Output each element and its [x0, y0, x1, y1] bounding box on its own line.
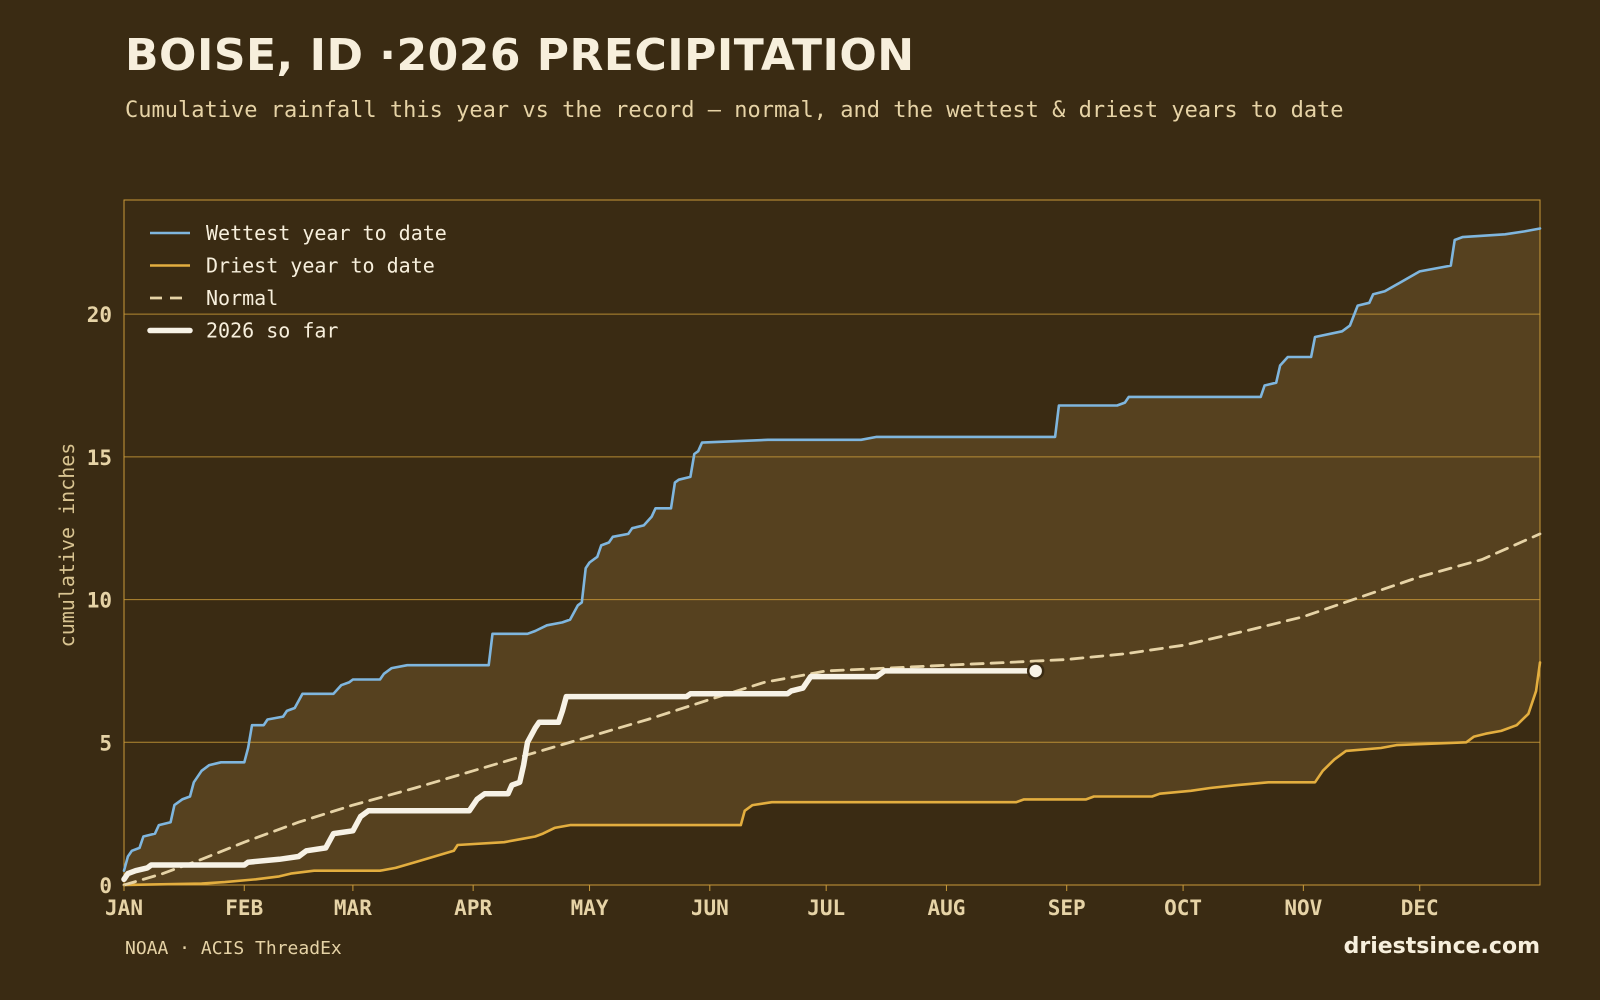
x-tick-label: JUN [691, 896, 729, 920]
series-line-current [121, 668, 1039, 883]
legend-label-current: 2026 so far [206, 319, 338, 343]
legend-item-driest[interactable]: Driest year to date [150, 254, 435, 278]
x-tick-label: AUG [927, 896, 965, 920]
y-axis-label: cumulative inches [55, 443, 79, 648]
brand-link[interactable]: driestsince.com [1343, 934, 1540, 959]
x-tick-label: MAY [571, 896, 609, 920]
plot-frame [123, 199, 1541, 886]
series-line-driest [122, 661, 1542, 887]
series-lines [121, 227, 1542, 887]
x-tick-label: JUL [807, 896, 845, 920]
wettest-driest-band [124, 228, 1540, 885]
x-axis-ticks: JAN FEB MAR APR MAY JUN JUL AUG SEP OCT NOV DEC [105, 885, 1439, 920]
x-tick-label: JAN [105, 896, 143, 920]
chart-subtitle: Cumulative rainfall this year vs the rec… [125, 98, 1344, 123]
y-tick-label: 15 [87, 446, 112, 470]
series-line-normal [122, 532, 1542, 887]
legend-item-wettest[interactable]: Wettest year to date [150, 221, 447, 245]
x-tick-label: SEP [1048, 896, 1086, 920]
x-tick-label: DEC [1401, 896, 1439, 920]
series-line-wettest [122, 227, 1542, 872]
legend-label-normal: Normal [206, 286, 278, 310]
x-tick-label: OCT [1164, 896, 1202, 920]
y-tick-label: 20 [87, 303, 112, 327]
x-tick-label: MAR [334, 896, 372, 920]
data-source: NOAA · ACIS ThreadEx [125, 938, 342, 959]
range-band [124, 228, 1540, 885]
legend-label-wettest: Wettest year to date [206, 221, 447, 245]
legend-label-driest: Driest year to date [206, 254, 435, 278]
y-tick-label: 5 [99, 731, 112, 755]
y-tick-label: 0 [99, 874, 112, 898]
x-tick-label: APR [454, 896, 492, 920]
chart-title: BOISE, ID ·2026 PRECIPITATION [125, 30, 915, 81]
grid-lines [124, 313, 1540, 743]
legend-item-current[interactable]: 2026 so far [147, 319, 338, 343]
legend-item-normal[interactable]: Normal [150, 286, 278, 310]
x-tick-label: FEB [225, 896, 263, 920]
x-tick-label: NOV [1284, 896, 1322, 920]
legend: Wettest year to date Driest year to date N… [147, 221, 447, 343]
y-tick-label: 10 [87, 589, 112, 613]
current-endpoint-marker[interactable] [1026, 662, 1045, 680]
y-axis-ticks: 0 5 10 15 20 [87, 303, 112, 898]
